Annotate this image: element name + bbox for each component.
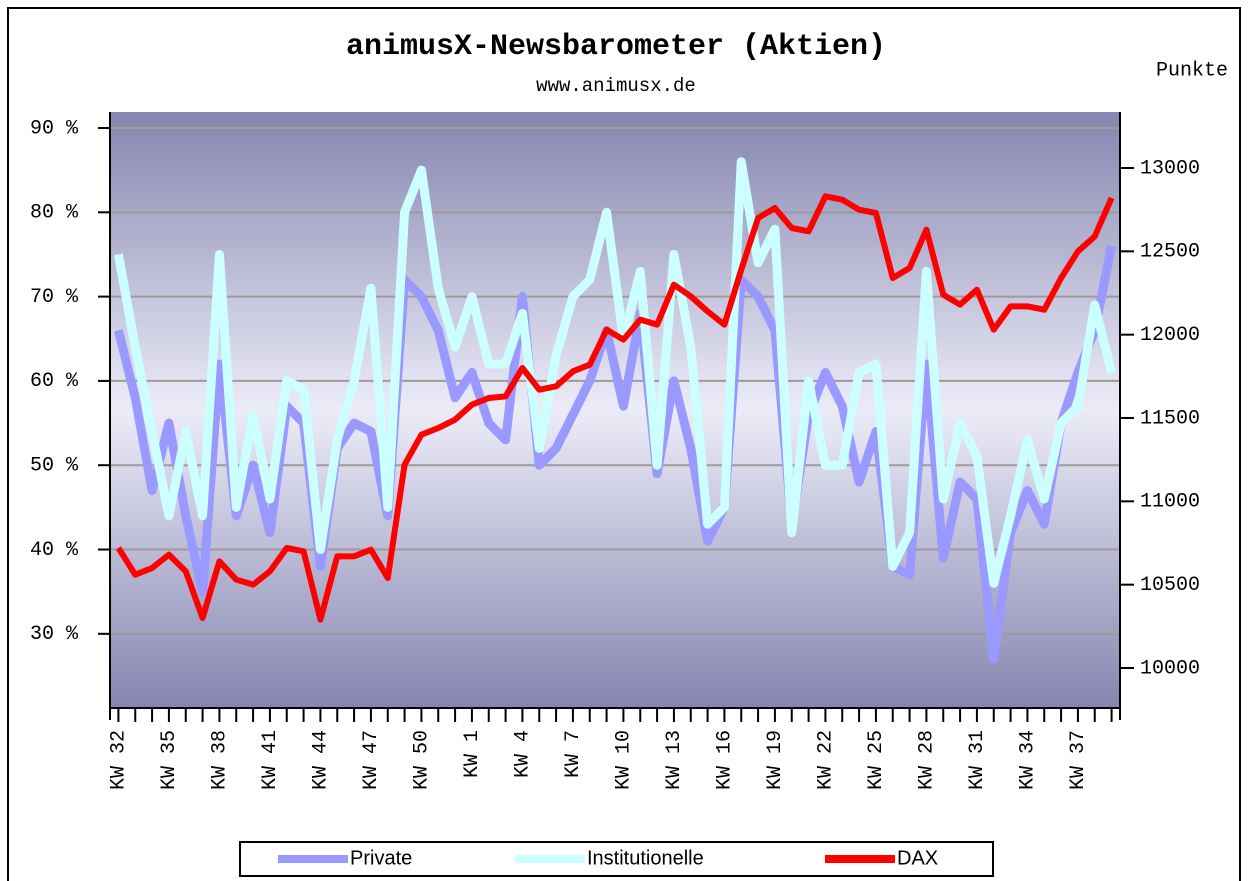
legend-label: Private xyxy=(350,847,412,869)
y2-axis-label: Punkte xyxy=(1156,59,1228,82)
x-tick-label: KW 37 xyxy=(1067,730,1090,790)
x-tick-label: KW 34 xyxy=(1017,730,1040,790)
frame xyxy=(7,7,1241,881)
y2-tick-label: 12500 xyxy=(1140,241,1200,264)
x-tick-label: KW 38 xyxy=(209,730,232,790)
x-tick-label: KW 19 xyxy=(764,730,787,790)
y-tick-label: 80 % xyxy=(30,202,79,225)
x-tick-label: KW 22 xyxy=(815,730,838,790)
legend-label: Institutionelle xyxy=(587,847,704,869)
series-line xyxy=(113,157,1116,588)
y2-tick-label: 12000 xyxy=(1140,324,1200,347)
plot-area xyxy=(110,112,1120,708)
y-tick-label: 90 % xyxy=(30,117,79,140)
x-tick-label: KW 16 xyxy=(714,730,737,790)
chart-subtitle: www.animusx.de xyxy=(536,75,696,97)
y-tick-label: 70 % xyxy=(30,286,79,309)
x-tick-label: KW 7 xyxy=(562,730,585,778)
y2-tick-label: 11000 xyxy=(1140,491,1200,514)
y2-tick-label: 10500 xyxy=(1140,574,1200,597)
x-tick-label: KW 35 xyxy=(158,730,181,790)
x-tick-label: KW 41 xyxy=(259,730,282,790)
y-tick-label: 50 % xyxy=(30,454,79,477)
x-tick-label: KW 1 xyxy=(461,730,484,778)
x-tick-label: KW 28 xyxy=(916,730,939,790)
y-tick-label: 40 % xyxy=(30,539,79,562)
x-tick-label: KW 4 xyxy=(512,730,535,778)
y2-tick-label: 11500 xyxy=(1140,407,1200,430)
x-tick-label: KW 44 xyxy=(310,730,333,790)
y-tick-label: 60 % xyxy=(30,370,79,393)
x-tick-label: KW 10 xyxy=(613,730,636,790)
x-tick-label: KW 47 xyxy=(360,730,383,790)
legend-label: DAX xyxy=(897,847,938,869)
y2-tick-label: 13000 xyxy=(1140,157,1200,180)
x-tick-label: KW 32 xyxy=(108,730,131,790)
x-tick-label: KW 31 xyxy=(966,730,989,790)
y-tick-label: 30 % xyxy=(30,623,79,646)
y2-tick-label: 10000 xyxy=(1140,657,1200,680)
chart-title: animusX-Newsbarometer (Aktien) xyxy=(346,30,886,64)
series-line xyxy=(115,193,1115,623)
x-tick-label: KW 25 xyxy=(865,730,888,790)
x-tick-label: KW 13 xyxy=(663,730,686,790)
x-tick-label: KW 50 xyxy=(411,730,434,790)
